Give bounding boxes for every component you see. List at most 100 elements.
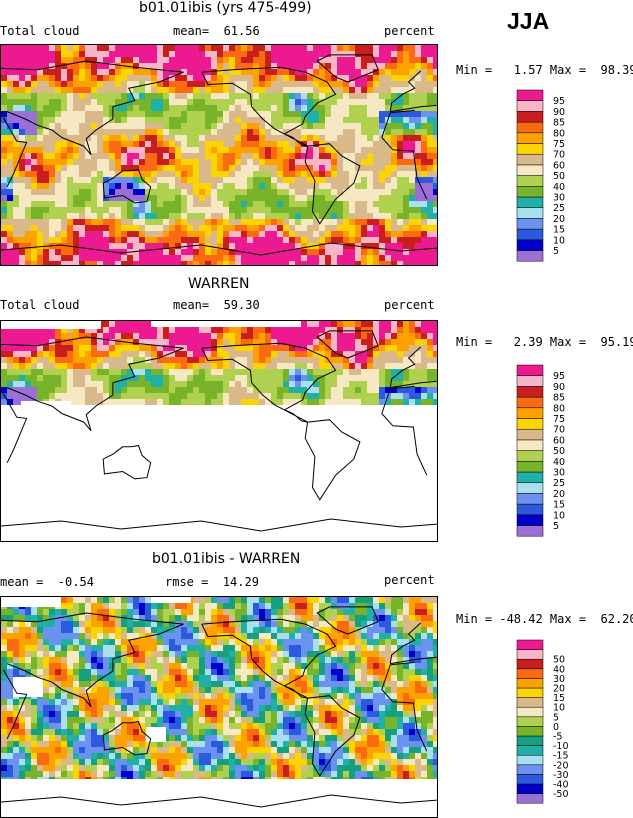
map-cell bbox=[259, 141, 266, 148]
map-cell bbox=[49, 189, 56, 196]
map-cell bbox=[157, 69, 164, 76]
map-cell bbox=[409, 45, 416, 52]
map-cell bbox=[421, 195, 428, 202]
map-cell bbox=[169, 57, 176, 64]
map-cell bbox=[199, 381, 206, 388]
map-cell bbox=[217, 69, 224, 76]
map-cell bbox=[115, 135, 122, 142]
map-cell bbox=[373, 243, 380, 250]
map-cell bbox=[217, 231, 224, 238]
map-cell bbox=[43, 63, 50, 70]
map-cell bbox=[211, 363, 218, 370]
map-cell bbox=[151, 75, 158, 82]
map-cell bbox=[433, 363, 437, 370]
map-cell bbox=[379, 123, 386, 130]
map-cell bbox=[61, 219, 68, 226]
map-cell bbox=[133, 159, 140, 166]
map-cell bbox=[127, 51, 134, 58]
map-cell bbox=[7, 159, 14, 166]
map-cell bbox=[337, 369, 344, 376]
map-cell bbox=[43, 201, 50, 208]
map-cell bbox=[409, 153, 416, 160]
map-cell bbox=[121, 393, 128, 400]
map-cell bbox=[199, 63, 206, 70]
map-cell bbox=[19, 225, 26, 232]
map-cell bbox=[403, 381, 410, 388]
map-cell bbox=[319, 369, 326, 376]
map-cell bbox=[151, 351, 158, 358]
map-cell bbox=[391, 99, 398, 106]
map-cell bbox=[205, 117, 212, 124]
map-cell bbox=[355, 213, 362, 220]
map-cell bbox=[193, 189, 200, 196]
map-cell bbox=[13, 351, 20, 358]
map-cell bbox=[175, 57, 182, 64]
map-cell bbox=[115, 177, 122, 184]
map-cell bbox=[367, 165, 374, 172]
map-cell bbox=[301, 375, 308, 382]
map-cell bbox=[115, 51, 122, 58]
map-cell bbox=[325, 99, 332, 106]
map-cell bbox=[313, 45, 320, 52]
map-cell bbox=[337, 207, 344, 214]
map-cell bbox=[139, 201, 146, 208]
map-cell bbox=[241, 339, 248, 346]
map-cell bbox=[19, 111, 26, 118]
map-cell bbox=[31, 189, 38, 196]
map-cell bbox=[61, 129, 68, 136]
map-cell bbox=[85, 147, 92, 154]
map-cell bbox=[415, 123, 422, 130]
map-cell bbox=[157, 345, 164, 352]
map-cell bbox=[67, 345, 74, 352]
map-cell bbox=[229, 381, 236, 388]
map-cell bbox=[121, 171, 128, 178]
map-cell bbox=[295, 69, 302, 76]
map-cell bbox=[1, 381, 8, 388]
map-cell bbox=[265, 237, 272, 244]
map-cell bbox=[397, 135, 404, 142]
map-cell bbox=[313, 339, 320, 346]
map-cell bbox=[67, 51, 74, 58]
map-cell bbox=[325, 129, 332, 136]
map-cell bbox=[151, 249, 158, 256]
map-cell bbox=[133, 111, 140, 118]
map-cell bbox=[433, 261, 437, 265]
map-cell bbox=[289, 231, 296, 238]
panel1-mean-label: mean= 61.56 bbox=[173, 24, 260, 38]
map-cell bbox=[73, 219, 80, 226]
map-cell bbox=[409, 207, 416, 214]
map-cell bbox=[67, 81, 74, 88]
map-cell bbox=[247, 333, 254, 340]
map-cell bbox=[343, 159, 350, 166]
panel2-map bbox=[0, 320, 438, 542]
map-cell bbox=[31, 345, 38, 352]
map-cell bbox=[157, 369, 164, 376]
map-cell bbox=[223, 63, 230, 70]
map-cell bbox=[19, 123, 26, 130]
map-cell bbox=[229, 351, 236, 358]
map-cell bbox=[145, 159, 152, 166]
map-cell bbox=[157, 135, 164, 142]
map-cell bbox=[145, 381, 152, 388]
map-cell bbox=[319, 225, 326, 232]
map-cell bbox=[265, 105, 272, 112]
map-cell bbox=[301, 363, 308, 370]
map-cell bbox=[67, 249, 74, 256]
map-cell bbox=[367, 387, 374, 394]
map-cell bbox=[157, 261, 164, 265]
map-cell bbox=[31, 249, 38, 256]
map-cell bbox=[205, 381, 212, 388]
map-cell bbox=[247, 255, 254, 262]
map-cell bbox=[265, 393, 272, 400]
map-cell bbox=[343, 123, 350, 130]
map-cell bbox=[349, 369, 356, 376]
map-cell bbox=[97, 153, 104, 160]
map-cell bbox=[349, 117, 356, 124]
map-cell bbox=[409, 375, 416, 382]
map-cell bbox=[199, 141, 206, 148]
map-cell bbox=[397, 45, 404, 52]
map-cell bbox=[253, 45, 260, 52]
map-cell bbox=[367, 243, 374, 250]
map-cell bbox=[133, 75, 140, 82]
map-cell bbox=[13, 135, 20, 142]
